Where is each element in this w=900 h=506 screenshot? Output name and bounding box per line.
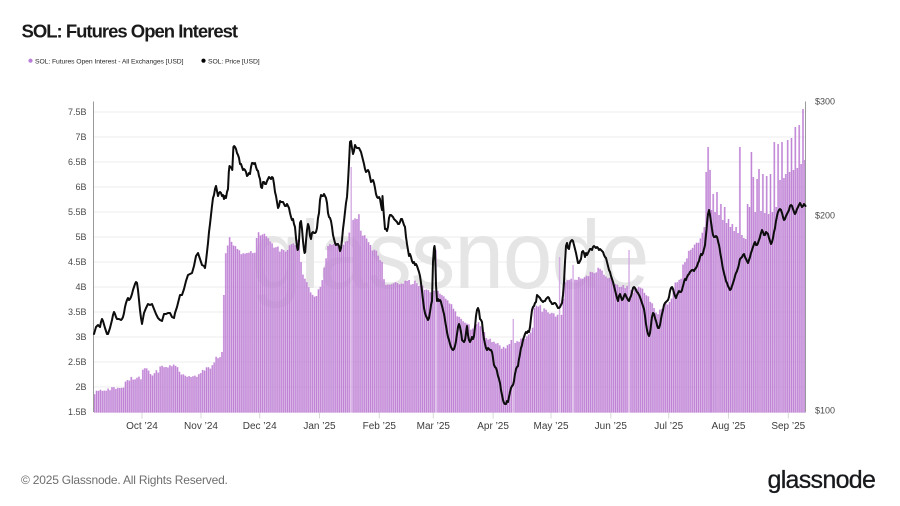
svg-text:4.5B: 4.5B xyxy=(68,257,87,267)
svg-text:2.5B: 2.5B xyxy=(68,357,87,367)
svg-text:Dec ’24: Dec ’24 xyxy=(243,421,277,432)
svg-text:$200: $200 xyxy=(815,211,835,221)
svg-text:7.5B: 7.5B xyxy=(68,107,87,117)
svg-text:glassnode: glassnode xyxy=(768,466,876,494)
svg-text:3.5B: 3.5B xyxy=(68,307,87,317)
svg-text:Oct ’24: Oct ’24 xyxy=(126,421,158,432)
svg-text:$300: $300 xyxy=(815,97,835,107)
svg-text:SOL: Futures Open Interest - A: SOL: Futures Open Interest - All Exchang… xyxy=(35,58,184,65)
svg-text:Aug ’25: Aug ’25 xyxy=(712,421,746,432)
svg-text:Jun ’25: Jun ’25 xyxy=(595,421,628,432)
svg-text:4B: 4B xyxy=(75,282,86,292)
svg-text:1.5B: 1.5B xyxy=(68,407,87,417)
svg-text:7B: 7B xyxy=(75,132,86,142)
svg-text:6.5B: 6.5B xyxy=(68,157,87,167)
svg-text:Nov ’24: Nov ’24 xyxy=(184,421,218,432)
svg-text:Sep ’25: Sep ’25 xyxy=(771,421,805,432)
svg-text:Jul ’25: Jul ’25 xyxy=(654,421,683,432)
svg-text:© 2025 Glassnode. All Rights R: © 2025 Glassnode. All Rights Reserved. xyxy=(21,473,228,487)
svg-text:SOL: Price [USD]: SOL: Price [USD] xyxy=(208,58,260,65)
svg-text:May ’25: May ’25 xyxy=(533,421,568,432)
svg-text:5B: 5B xyxy=(75,232,86,242)
svg-text:Jan ’25: Jan ’25 xyxy=(303,421,336,432)
svg-text:Feb ’25: Feb ’25 xyxy=(363,421,397,432)
svg-text:Mar ’25: Mar ’25 xyxy=(417,421,451,432)
svg-text:$100: $100 xyxy=(815,406,835,416)
svg-text:6B: 6B xyxy=(75,182,86,192)
svg-text:3B: 3B xyxy=(75,332,86,342)
svg-text:5.5B: 5.5B xyxy=(68,207,87,217)
svg-text:SOL: Futures Open Interest: SOL: Futures Open Interest xyxy=(22,21,238,42)
svg-text:Apr ’25: Apr ’25 xyxy=(477,421,509,432)
svg-text:2B: 2B xyxy=(75,382,86,392)
